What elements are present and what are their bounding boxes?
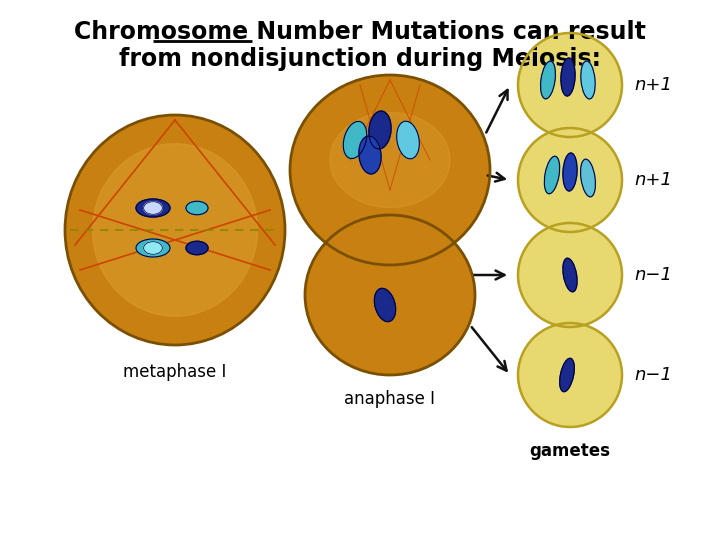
Ellipse shape bbox=[92, 144, 258, 316]
Text: n−1: n−1 bbox=[634, 266, 672, 284]
Text: Chromosome Number Mutations can result: Chromosome Number Mutations can result bbox=[74, 20, 646, 44]
Ellipse shape bbox=[369, 111, 391, 149]
Ellipse shape bbox=[290, 75, 490, 265]
Ellipse shape bbox=[397, 121, 419, 159]
Ellipse shape bbox=[305, 215, 475, 375]
Ellipse shape bbox=[559, 359, 575, 392]
Text: metaphase I: metaphase I bbox=[123, 363, 227, 381]
Ellipse shape bbox=[136, 199, 170, 217]
Ellipse shape bbox=[374, 288, 395, 322]
Ellipse shape bbox=[186, 241, 208, 255]
Ellipse shape bbox=[563, 258, 577, 292]
Ellipse shape bbox=[144, 242, 162, 254]
Circle shape bbox=[518, 223, 622, 327]
Text: n+1: n+1 bbox=[634, 171, 672, 189]
Text: n+1: n+1 bbox=[634, 76, 672, 94]
Text: anaphase I: anaphase I bbox=[344, 390, 436, 408]
Ellipse shape bbox=[581, 61, 595, 99]
Ellipse shape bbox=[563, 153, 577, 191]
Ellipse shape bbox=[541, 61, 555, 99]
Text: gametes: gametes bbox=[529, 442, 611, 460]
Ellipse shape bbox=[544, 156, 559, 194]
Ellipse shape bbox=[580, 159, 595, 197]
Ellipse shape bbox=[359, 136, 381, 174]
Ellipse shape bbox=[330, 112, 450, 207]
Circle shape bbox=[518, 323, 622, 427]
Ellipse shape bbox=[65, 115, 285, 345]
Circle shape bbox=[518, 128, 622, 232]
Ellipse shape bbox=[144, 202, 162, 214]
Ellipse shape bbox=[186, 201, 208, 215]
Text: from nondisjunction during Meiosis:: from nondisjunction during Meiosis: bbox=[119, 47, 601, 71]
Circle shape bbox=[518, 33, 622, 137]
Ellipse shape bbox=[343, 122, 366, 159]
Ellipse shape bbox=[136, 239, 170, 257]
Text: n−1: n−1 bbox=[634, 366, 672, 384]
Ellipse shape bbox=[561, 58, 575, 96]
